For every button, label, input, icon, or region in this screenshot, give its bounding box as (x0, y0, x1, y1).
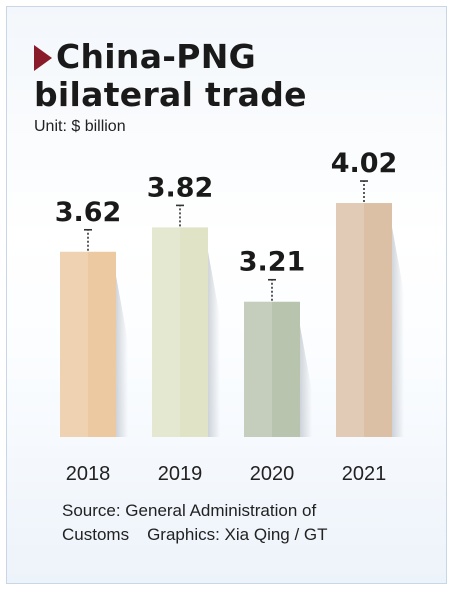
category-label-2018: 2018 (66, 463, 111, 485)
bar-shadow-2021 (392, 227, 404, 437)
unit-label: Unit: $ billion (34, 118, 126, 135)
bar-2018 (60, 251, 116, 437)
category-label-2019: 2019 (158, 463, 203, 485)
bar-shadow-2020 (300, 325, 312, 437)
chart-title: China-PNG bilateral trade (34, 37, 307, 114)
bar-2021 (336, 203, 392, 437)
source-text: Source: General Administration of Custom… (62, 501, 317, 544)
value-label-2018: 3.62 (55, 197, 122, 228)
category-label-2020: 2020 (250, 463, 295, 485)
value-label-2019: 3.82 (147, 172, 214, 203)
source-note: Source: General Administration of Custom… (62, 499, 422, 547)
graphics-credit: Graphics: Xia Qing / GT (147, 525, 328, 544)
bar-2019 (152, 227, 208, 437)
bar-shadow-2019 (208, 251, 220, 437)
play-icon (34, 45, 52, 71)
value-label-2020: 3.21 (239, 247, 306, 278)
bar-highlight-2019 (152, 227, 180, 437)
bar-highlight-2020 (244, 301, 272, 437)
bar-2020 (244, 301, 300, 437)
bar-shadow-2018 (116, 275, 128, 437)
category-label-2021: 2021 (342, 463, 387, 485)
bar-highlight-2018 (60, 251, 88, 437)
value-label-2021: 4.02 (331, 148, 398, 179)
bar-highlight-2021 (336, 203, 364, 437)
